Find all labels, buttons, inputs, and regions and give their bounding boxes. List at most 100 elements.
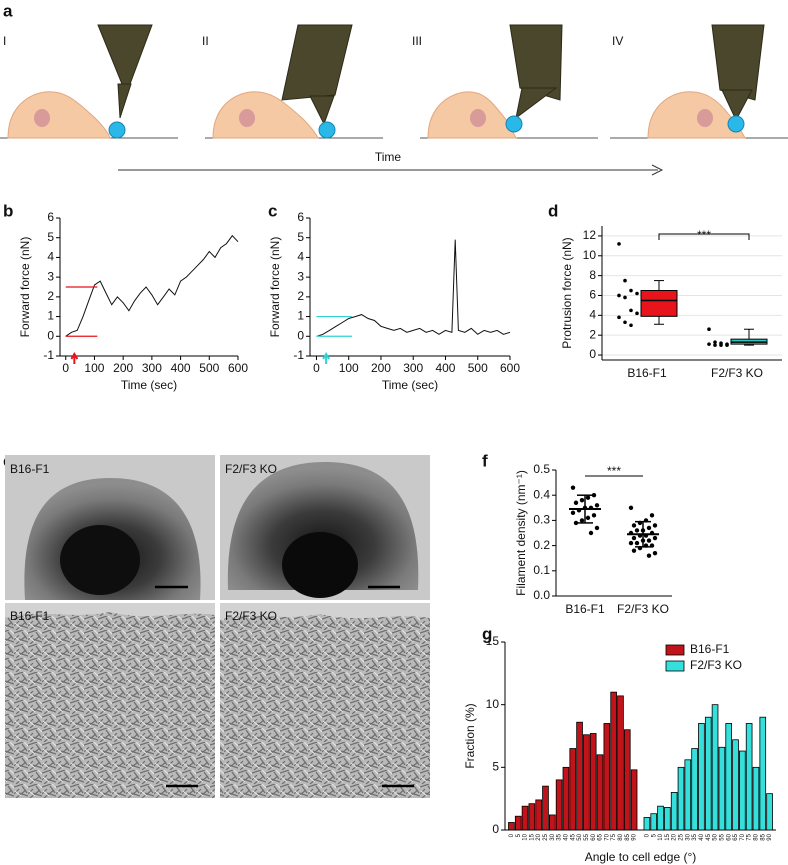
x-tick-label: 600 <box>500 361 520 375</box>
data-point <box>623 278 627 283</box>
diagram: I II III IV Time <box>0 24 788 176</box>
x-tick-label: F2/F3 KO <box>617 602 669 616</box>
data-point <box>646 538 652 543</box>
data-point <box>707 327 711 332</box>
x-tick-label: 75 <box>747 833 753 840</box>
stage-label: IV <box>612 34 623 48</box>
bar <box>617 695 624 831</box>
bar <box>691 748 698 831</box>
y-tick-label: 0 <box>297 328 304 342</box>
data-point <box>713 343 717 347</box>
x-tick-label: 0 <box>313 361 320 375</box>
y-tick-label: 1 <box>47 309 54 323</box>
bar <box>542 785 549 831</box>
data-point <box>631 548 637 553</box>
stage-label: II <box>202 34 209 48</box>
y-tick-label: 0.4 <box>533 487 550 501</box>
bar <box>698 723 705 831</box>
y-tick-label: 3 <box>47 269 54 283</box>
bar <box>623 729 631 831</box>
data-point <box>649 513 655 518</box>
arrow <box>70 352 79 364</box>
y-tick-label: 0 <box>492 822 499 836</box>
data-point <box>634 540 640 546</box>
x-tick-label: 500 <box>468 361 488 375</box>
x-tick-label: 25 <box>543 833 549 840</box>
data-point <box>628 505 634 510</box>
x-tick-label: 300 <box>142 361 162 375</box>
x-tick-label: 90 <box>632 833 638 840</box>
image-label: B16-F1 <box>10 462 50 476</box>
x-tick-label: F2/F3 KO <box>711 366 763 380</box>
bar <box>514 815 522 831</box>
x-tick-label: 10 <box>658 833 664 840</box>
y-tick-label: 0.5 <box>533 462 550 476</box>
time-axis-label: Time <box>375 150 402 164</box>
x-tick-label: 60 <box>726 833 732 840</box>
data-point <box>617 242 621 246</box>
data-point <box>707 342 711 346</box>
data-point <box>588 530 594 536</box>
significance: *** <box>697 228 711 242</box>
y-axis-label: Fraction (%) <box>463 703 477 768</box>
y-tick-label: 10 <box>486 697 500 711</box>
box <box>640 290 678 317</box>
legend-label: F2/F3 KO <box>690 658 742 672</box>
bar <box>630 769 638 831</box>
bar <box>569 748 577 831</box>
bar <box>752 766 760 831</box>
bar <box>704 716 712 831</box>
bar <box>508 822 515 831</box>
bar <box>643 817 651 831</box>
data-point <box>634 528 640 533</box>
data-point <box>635 291 639 296</box>
y-tick-label: 5 <box>47 230 54 244</box>
data-point <box>635 311 639 316</box>
y-tick-label: 8 <box>589 268 596 282</box>
y-tick-label: 3 <box>297 269 304 283</box>
panel-label: d <box>548 201 558 220</box>
significance-bracket <box>658 233 750 240</box>
y-axis-label: Forward force (nN) <box>268 237 282 338</box>
data-point <box>585 515 591 521</box>
data-point <box>623 320 627 325</box>
y-tick-label: 0.3 <box>533 513 550 527</box>
y-tick-label: 2 <box>589 327 596 341</box>
data-point <box>646 553 652 558</box>
trace <box>65 234 239 337</box>
micrographs: B16-F1 F2/F3 KO B16-F1 F2/F3 KO <box>5 455 430 798</box>
bar <box>677 766 685 831</box>
image-label: B16-F1 <box>10 609 50 623</box>
x-tick-label: 0 <box>644 833 650 837</box>
y-tick-label: 6 <box>297 210 304 224</box>
x-tick-label: 40 <box>699 833 705 840</box>
x-tick-label: 60 <box>591 833 597 840</box>
x-tick-label: 75 <box>611 833 617 840</box>
data-point <box>591 493 597 498</box>
bar <box>732 739 739 831</box>
x-tick-label: 20 <box>672 833 678 840</box>
y-tick-label: 15 <box>486 634 500 648</box>
y-axis-label: Forward force (nN) <box>18 237 32 338</box>
x-tick-label: 100 <box>339 361 359 375</box>
x-tick-label: 200 <box>371 361 391 375</box>
bar <box>739 750 746 831</box>
x-tick-label: 70 <box>604 833 610 840</box>
panel-label: g <box>482 624 492 643</box>
x-tick-label: 500 <box>199 361 219 375</box>
x-tick-label: 30 <box>685 833 691 840</box>
bar <box>650 813 658 831</box>
trace <box>316 239 511 337</box>
data-point <box>594 525 600 531</box>
data-point <box>713 340 717 344</box>
data-point <box>629 323 633 328</box>
y-tick-label: -1 <box>43 348 54 362</box>
x-tick-label: 25 <box>679 833 685 840</box>
data-point <box>719 343 723 347</box>
data-point <box>591 513 597 518</box>
y-tick-label: 5 <box>297 230 304 244</box>
y-tick-label: 2 <box>47 289 54 303</box>
data-point <box>629 308 633 313</box>
y-axis-label: Protrusion force (nN) <box>560 237 574 348</box>
y-tick-label: 4 <box>589 308 596 322</box>
